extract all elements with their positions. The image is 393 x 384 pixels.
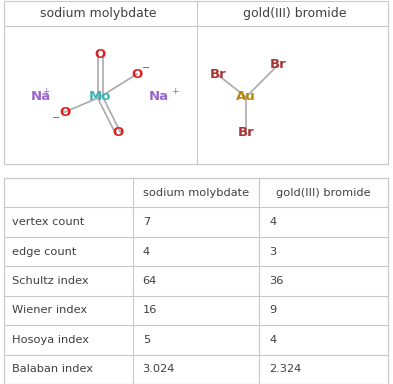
Bar bbox=[4, 1, 388, 164]
Text: gold(III) bromide: gold(III) bromide bbox=[243, 8, 347, 20]
Text: 16: 16 bbox=[143, 305, 157, 315]
Text: Na: Na bbox=[31, 91, 51, 104]
Text: −: − bbox=[142, 63, 150, 73]
Text: Mo: Mo bbox=[89, 91, 111, 104]
Text: O: O bbox=[131, 68, 143, 81]
Text: O: O bbox=[59, 106, 71, 119]
Text: Hosoya index: Hosoya index bbox=[12, 335, 89, 345]
Text: O: O bbox=[112, 126, 124, 139]
Text: Br: Br bbox=[209, 68, 226, 81]
Text: Wiener index: Wiener index bbox=[12, 305, 87, 315]
Text: Br: Br bbox=[270, 58, 286, 71]
Text: +: + bbox=[42, 86, 50, 96]
Text: 4: 4 bbox=[143, 247, 150, 257]
Text: 3: 3 bbox=[269, 247, 277, 257]
Text: gold(III) bromide: gold(III) bromide bbox=[276, 188, 371, 198]
Text: sodium molybdate: sodium molybdate bbox=[40, 8, 156, 20]
Text: 4: 4 bbox=[269, 335, 277, 345]
Text: 4: 4 bbox=[269, 217, 277, 227]
Text: 36: 36 bbox=[269, 276, 284, 286]
Text: 7: 7 bbox=[143, 217, 150, 227]
Text: edge count: edge count bbox=[12, 247, 76, 257]
Text: 64: 64 bbox=[143, 276, 157, 286]
Text: Br: Br bbox=[238, 126, 254, 139]
Text: Schultz index: Schultz index bbox=[12, 276, 89, 286]
Text: +: + bbox=[171, 86, 179, 96]
Text: 2.324: 2.324 bbox=[269, 364, 301, 374]
Text: Na: Na bbox=[149, 91, 169, 104]
Text: O: O bbox=[94, 48, 106, 61]
Text: 3.024: 3.024 bbox=[143, 364, 175, 374]
Text: 9: 9 bbox=[269, 305, 277, 315]
Text: Balaban index: Balaban index bbox=[12, 364, 93, 374]
Text: 5: 5 bbox=[143, 335, 150, 345]
Text: sodium molybdate: sodium molybdate bbox=[143, 188, 249, 198]
Text: Au: Au bbox=[236, 91, 256, 104]
Text: vertex count: vertex count bbox=[12, 217, 84, 227]
Text: −: − bbox=[52, 113, 60, 123]
Bar bbox=[4, 178, 388, 384]
